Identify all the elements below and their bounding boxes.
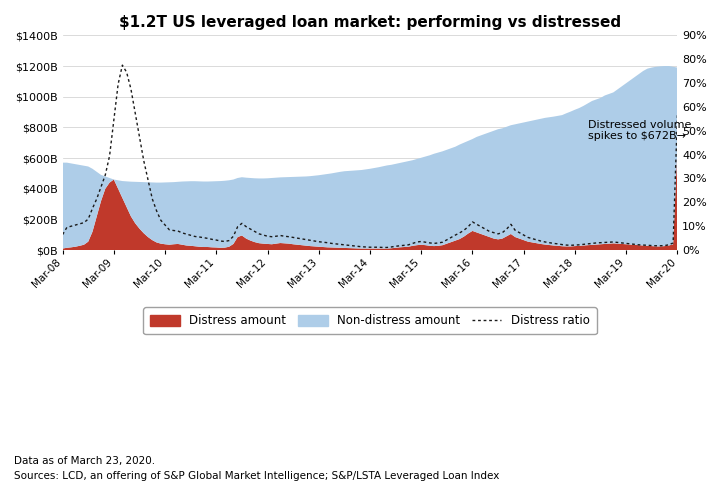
Text: Sources: LCD, an offering of S&P Global Market Intelligence; S&P/LSTA Leveraged : Sources: LCD, an offering of S&P Global … bbox=[14, 471, 500, 481]
Text: Distressed volume
spikes to $672B→: Distressed volume spikes to $672B→ bbox=[588, 120, 691, 141]
Title: $1.2T US leveraged loan market: performing vs distressed: $1.2T US leveraged loan market: performi… bbox=[119, 15, 621, 30]
Text: Data as of March 23, 2020.: Data as of March 23, 2020. bbox=[14, 456, 155, 467]
Legend: Distress amount, Non-distress amount, Distress ratio: Distress amount, Non-distress amount, Di… bbox=[143, 307, 597, 334]
